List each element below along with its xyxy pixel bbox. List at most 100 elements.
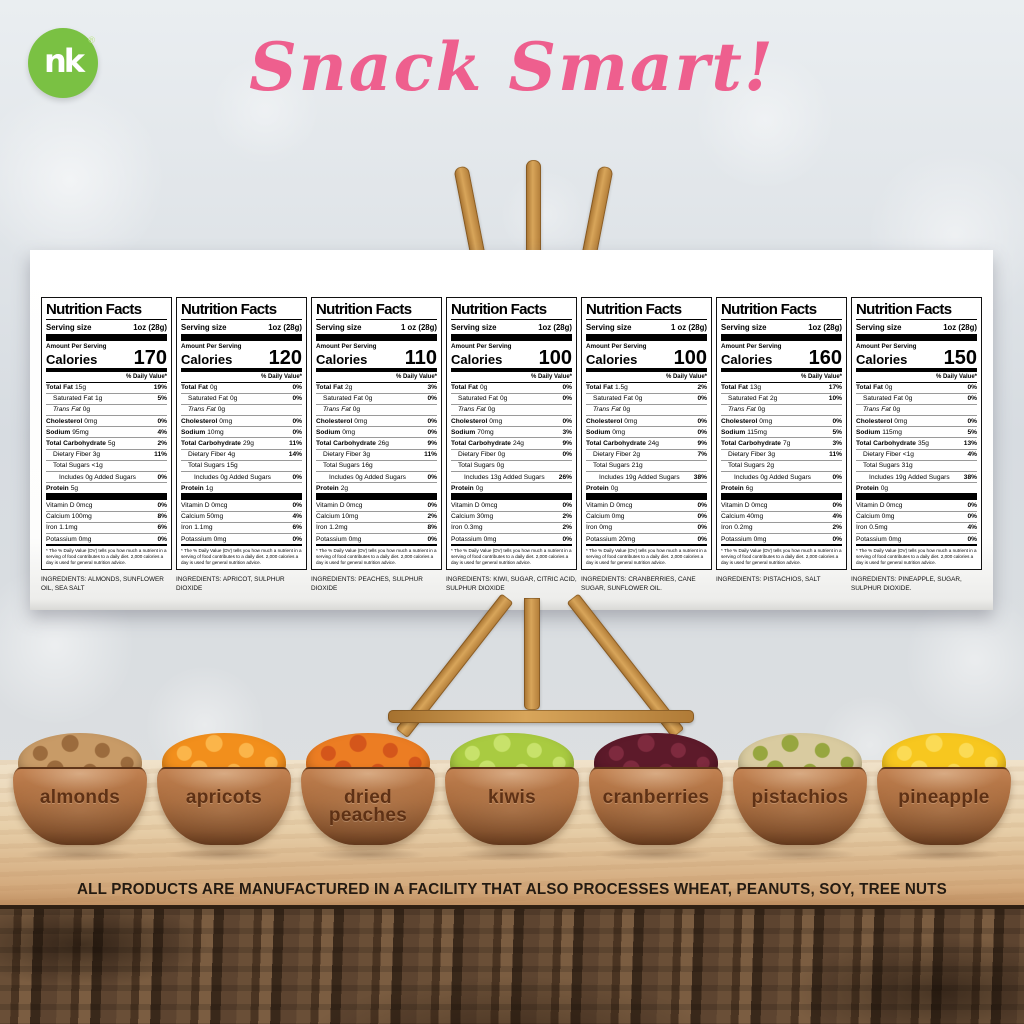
vitamin-name: Vitamin D 0mcg — [316, 501, 363, 509]
nutrient-name: Saturated Fat — [323, 395, 363, 403]
vitamin-name: Potassium 20mg — [586, 535, 636, 543]
nutrient-name: Dietary Fiber — [728, 451, 766, 459]
ingredients-text: INGREDIENTS: ALMONDS, SUNFLOWER OIL, SEA… — [41, 576, 164, 592]
nutrient-amount: 0g — [475, 484, 484, 492]
nutrient-row: Total Carbohydrate 26g 9% — [316, 438, 437, 450]
nutrient-name-amount: Total Carbohydrate 26g — [316, 440, 389, 447]
registered-trademark-symbol: ® — [88, 35, 95, 45]
nutrient-daily-value: 0% — [967, 395, 977, 403]
nutrient-daily-value: 0% — [562, 451, 572, 459]
vitamin-daily-value: 8% — [427, 524, 437, 532]
nutrient-amount: 15g — [74, 384, 86, 392]
nutrient-row: Total Fat 0g 0% — [181, 383, 302, 394]
nutrient-daily-value: 0% — [292, 384, 302, 392]
nutrient-amount: 24g — [512, 440, 524, 448]
daily-value-header: % Daily Value* — [451, 372, 572, 383]
nutrient-name-amount: Trans Fat 0g — [323, 406, 360, 413]
nutrient-amount: 70mg — [477, 428, 494, 436]
bowl-reflection — [888, 848, 1000, 861]
nutrient-row: Includes 0g Added Sugars 0% — [46, 472, 167, 484]
nutrient-row: Sodium 0mg 0% — [316, 427, 437, 439]
nutrient-daily-value: 11% — [424, 451, 437, 459]
nutrient-name-amount: Saturated Fat 0g — [458, 395, 507, 402]
calories-label: Calories — [316, 352, 368, 367]
nutrient-row: Total Fat 2g 3% — [316, 383, 437, 394]
nutrient-daily-value: 38% — [963, 473, 977, 481]
vitamin-daily-value: 0% — [157, 535, 167, 543]
vitamin-row: Vitamin D 0mcg 0% — [46, 500, 167, 512]
divider-thin — [721, 544, 842, 547]
easel-right-support — [581, 165, 614, 259]
serving-size-label: Serving size — [181, 322, 227, 332]
nutrition-labels-row: Nutrition Facts Serving size 1oz (28g) A… — [30, 250, 993, 593]
nutrient-row: Total Sugars 21g — [586, 461, 707, 472]
calories-value: 150 — [943, 347, 977, 369]
nutrient-daily-value: 13% — [963, 440, 977, 448]
vitamin-row: Potassium 0mg 0% — [316, 534, 437, 544]
nutrient-amount: 0mg — [219, 417, 233, 425]
divider-thick — [586, 334, 707, 341]
vitamin-daily-value: 4% — [967, 524, 977, 532]
vitamin-row: Vitamin D 0mcg 0% — [451, 500, 572, 512]
nutrient-row: Protein 6g — [721, 483, 842, 493]
nutrient-name: Total Fat — [856, 384, 883, 392]
vitamin-daily-value: 0% — [697, 535, 707, 543]
vitamin-name: Iron 1.1mg — [46, 524, 78, 532]
nutrient-amount: 4g — [227, 451, 236, 459]
nutrition-label-column: Nutrition Facts Serving size 1oz (28g) A… — [41, 297, 172, 593]
nutrient-amount: 0g — [499, 395, 508, 403]
nutrient-name: Total Sugars — [323, 462, 360, 470]
nutrient-daily-value: 11% — [829, 451, 842, 459]
nutrient-daily-value: 0% — [157, 417, 167, 425]
vitamin-daily-value: 0% — [697, 513, 707, 521]
divider-medium — [721, 368, 842, 372]
nutrient-name-amount: Trans Fat 0g — [863, 406, 900, 413]
nutrient-amount: 1g — [94, 395, 103, 403]
daily-value-footnote: * The % Daily Value (DV) tells you how m… — [451, 548, 572, 565]
nutrient-name: Includes 0g Added Sugars — [59, 473, 136, 481]
nutrient-name-amount: Trans Fat 0g — [728, 406, 765, 413]
nutrition-facts-heading: Nutrition Facts — [856, 301, 977, 320]
nutrient-name-amount: Cholesterol 0mg — [856, 418, 907, 425]
nutrient-amount: 0g — [479, 384, 488, 392]
nutrient-name: Protein — [181, 484, 204, 492]
nutrient-amount: 0g — [229, 395, 238, 403]
brand-logo: nk ® — [28, 28, 98, 98]
nutrient-amount: 7g — [782, 440, 791, 448]
nutrient-amount: 21g — [631, 462, 643, 470]
calories-row: Calories 150 — [856, 347, 977, 369]
bowl-product-label: dried peaches — [328, 787, 408, 827]
nutrient-daily-value: 4% — [157, 428, 167, 436]
nutrient-name-amount: Dietary Fiber 3g — [323, 451, 370, 458]
nutrient-row: Trans Fat 0g — [721, 405, 842, 417]
nutrient-row: Total Carbohydrate 5g 2% — [46, 438, 167, 450]
serving-size-value: 1 oz (28g) — [401, 322, 437, 332]
divider-thick — [721, 334, 842, 341]
nutrient-row: Total Carbohydrate 7g 3% — [721, 438, 842, 450]
wooden-bowl: kiwis — [445, 767, 579, 845]
nutrient-amount: 2g — [632, 451, 641, 459]
nutrient-daily-value: 14% — [288, 451, 302, 459]
nutrient-name-amount: Total Fat 2g — [316, 384, 352, 391]
serving-size-row: Serving size 1oz (28g) — [181, 320, 302, 334]
nutrient-daily-value: 0% — [562, 395, 572, 403]
bowl-product-label: cranberries — [602, 787, 710, 808]
nutrient-daily-value: 3% — [562, 428, 572, 436]
nutrient-name-amount: Sodium 115mg — [856, 429, 902, 436]
nutrient-daily-value: 5% — [832, 428, 842, 436]
nutrient-amount: 1g — [205, 484, 214, 492]
divider-thick — [451, 493, 572, 501]
divider-medium — [856, 368, 977, 372]
nutrient-row: Total Sugars 15g — [181, 461, 302, 472]
nutrient-amount: 29g — [242, 440, 254, 448]
calories-value: 120 — [268, 347, 302, 369]
nutrient-row: Cholesterol 0mg 0% — [451, 416, 572, 428]
nutrient-amount: 0mg — [489, 417, 503, 425]
serving-size-label: Serving size — [46, 322, 92, 332]
nutrient-rows: Total Fat 0g 0% Saturated Fat 0g 0% Trans … — [181, 383, 302, 494]
vitamin-daily-value: 4% — [832, 513, 842, 521]
nutrition-facts-heading: Nutrition Facts — [451, 301, 572, 320]
nutrient-daily-value: 0% — [292, 417, 302, 425]
nutrient-name-amount: Trans Fat 0g — [188, 406, 225, 413]
nutrition-facts-heading: Nutrition Facts — [181, 301, 302, 320]
